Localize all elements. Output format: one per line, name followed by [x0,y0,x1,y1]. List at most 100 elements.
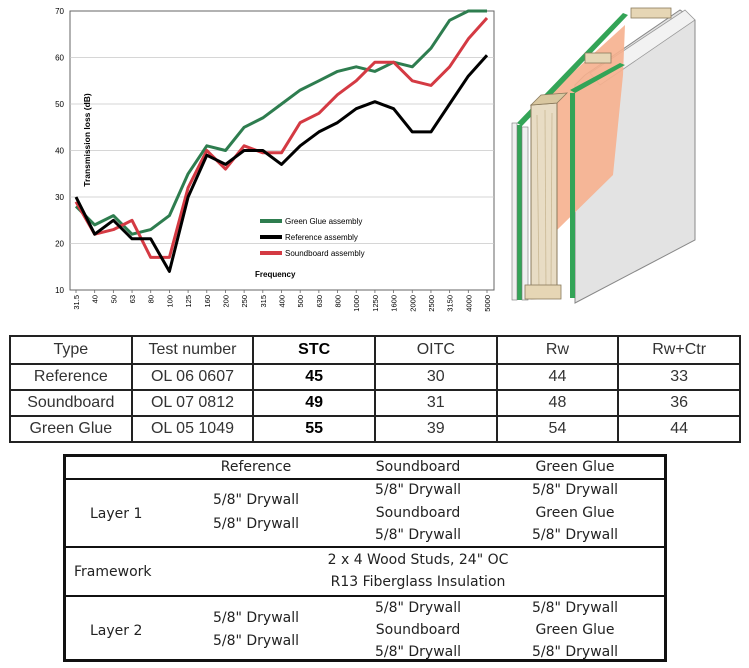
green-glue-layer-mid [570,63,625,93]
cell-rw: 44 [495,363,620,391]
cell-oitc: 30 [373,363,498,391]
layer-2-greenglue-line-2: Green Glue [535,622,615,638]
cell-type: Soundboard [9,389,133,417]
cell-stc: 49 [252,389,376,417]
layer-1-greenglue-line-2: Green Glue [535,505,615,521]
top-plate-back [630,7,672,19]
x-tick-label: 1600 [390,295,399,312]
framework-line-1: 2 x 4 Wood Studs, 24" OC [327,552,509,568]
x-tick-label: 100 [165,295,174,308]
y-tick-label: 20 [55,240,64,249]
col-header-soundboard: Soundboard [375,459,461,475]
x-tick-label: 40 [91,295,100,303]
x-tick-label: 50 [109,295,118,303]
layer-1-reference-line-1: 5/8" Drywall [212,492,300,508]
y-tick-label: 40 [55,147,64,156]
drywall-edge-outer [511,122,518,301]
legend-label-reference: Reference assembly [285,233,358,242]
cell-stc: 45 [252,363,376,391]
bottom-plate [524,284,562,300]
header-rw: Rw [495,335,620,365]
x-tick-label: 800 [334,295,343,308]
framework-label: Framework [74,564,152,580]
cell-rw: 54 [495,415,620,443]
cell-rw-ctr: 33 [617,363,741,391]
layer-2-reference-line-2: 5/8" Drywall [212,633,300,649]
x-tick-label: 2500 [427,295,436,312]
top-plate-mid [584,52,612,64]
x-tick-label: 80 [147,295,156,303]
table-row: Reference OL 06 0607 45 30 44 33 [9,363,741,391]
cell-rw: 48 [495,389,620,417]
layer-1-label: Layer 1 [90,506,143,522]
legend-label-soundboard: Soundboard assembly [285,249,365,258]
table-row: Green Glue OL 05 1049 55 39 54 44 [9,415,741,443]
cell-stc: 55 [252,415,376,443]
cell-test-number: OL 07 0812 [130,389,255,417]
header-stc: STC [252,335,376,365]
y-axis-label: Transmission loss (dB) [82,93,92,187]
wood-stud [530,102,558,300]
green-glue-layer-right [570,93,575,298]
y-tick-label: 70 [55,7,64,16]
x-tick-label: 31.5 [72,295,81,310]
layer-1-soundboard-line-3: 5/8" Drywall [374,527,462,543]
cell-rw-ctr: 44 [617,415,741,443]
x-tick-label: 5000 [483,295,492,312]
green-glue-layer-left [517,125,522,300]
cell-test-number: OL 06 0607 [130,363,255,391]
x-tick-label: 250 [240,295,249,308]
layer-1-reference-line-2: 5/8" Drywall [212,516,300,532]
layer-2-soundboard-line-3: 5/8" Drywall [374,644,462,660]
x-tick-label: 1250 [371,295,380,312]
x-tick-label: 315 [259,295,268,308]
y-tick-label: 50 [55,100,64,109]
layer-1-soundboard-line-2: Soundboard [375,505,461,521]
layer-2-reference-line-1: 5/8" Drywall [212,610,300,626]
x-axis-label: Frequency [255,270,296,279]
cell-rw-ctr: 36 [617,389,741,417]
layer-1-greenglue-line-1: 5/8" Drywall [531,482,619,498]
header-oitc: OITC [373,335,498,365]
y-tick-label: 10 [55,286,64,295]
header-type: Type [9,335,133,365]
y-tick-label: 60 [55,54,64,63]
layer-1-greenglue-line-3: 5/8" Drywall [531,527,619,543]
x-tick-label: 4000 [464,295,473,312]
x-tick-label: 500 [296,295,305,308]
x-tick-label: 125 [184,295,193,308]
layer-1-soundboard-line-1: 5/8" Drywall [374,482,462,498]
cell-oitc: 39 [373,415,498,443]
layer-2-soundboard-line-2: Soundboard [375,622,461,638]
cell-test-number: OL 05 1049 [130,415,255,443]
x-tick-label: 3150 [446,295,455,312]
cell-type: Reference [9,363,133,391]
y-tick-label: 30 [55,193,64,202]
layer-2-greenglue-line-3: 5/8" Drywall [531,644,619,660]
cell-oitc: 31 [373,389,498,417]
layer-2-label: Layer 2 [90,623,143,639]
table-row: Soundboard OL 07 0812 49 31 48 36 [9,389,741,417]
header-test-number: Test number [130,335,255,365]
materials-table: Reference Soundboard Green Glue Layer 1 … [63,454,667,662]
results-table: Type Test number STC OITC Rw Rw+Ctr Refe… [9,335,741,443]
series-line-soundboard-assembly [74,16,489,259]
wood-stud-top [529,92,569,106]
x-tick-label: 630 [315,295,324,308]
results-header-row: Type Test number STC OITC Rw Rw+Ctr [9,335,741,365]
legend-label-green-glue: Green Glue assembly [285,217,362,226]
x-tick-label: 1000 [352,295,361,312]
header-rw-ctr: Rw+Ctr [617,335,741,365]
cell-type: Green Glue [9,415,133,443]
chart-legend: Green Glue assembly Reference assembly S… [255,217,365,279]
x-tick-label: 2000 [408,295,417,312]
framework-line-2: R13 Fiberglass Insulation [330,574,506,590]
x-tick-label: 400 [278,295,287,308]
layer-2-soundboard-line-1: 5/8" Drywall [374,600,462,616]
col-header-reference: Reference [220,459,292,475]
series-line-reference-assembly [74,54,489,273]
layer-2-greenglue-line-1: 5/8" Drywall [531,600,619,616]
drywall-edge-inner [521,126,529,301]
col-header-green-glue: Green Glue [535,459,615,475]
x-tick-label: 160 [203,295,212,308]
